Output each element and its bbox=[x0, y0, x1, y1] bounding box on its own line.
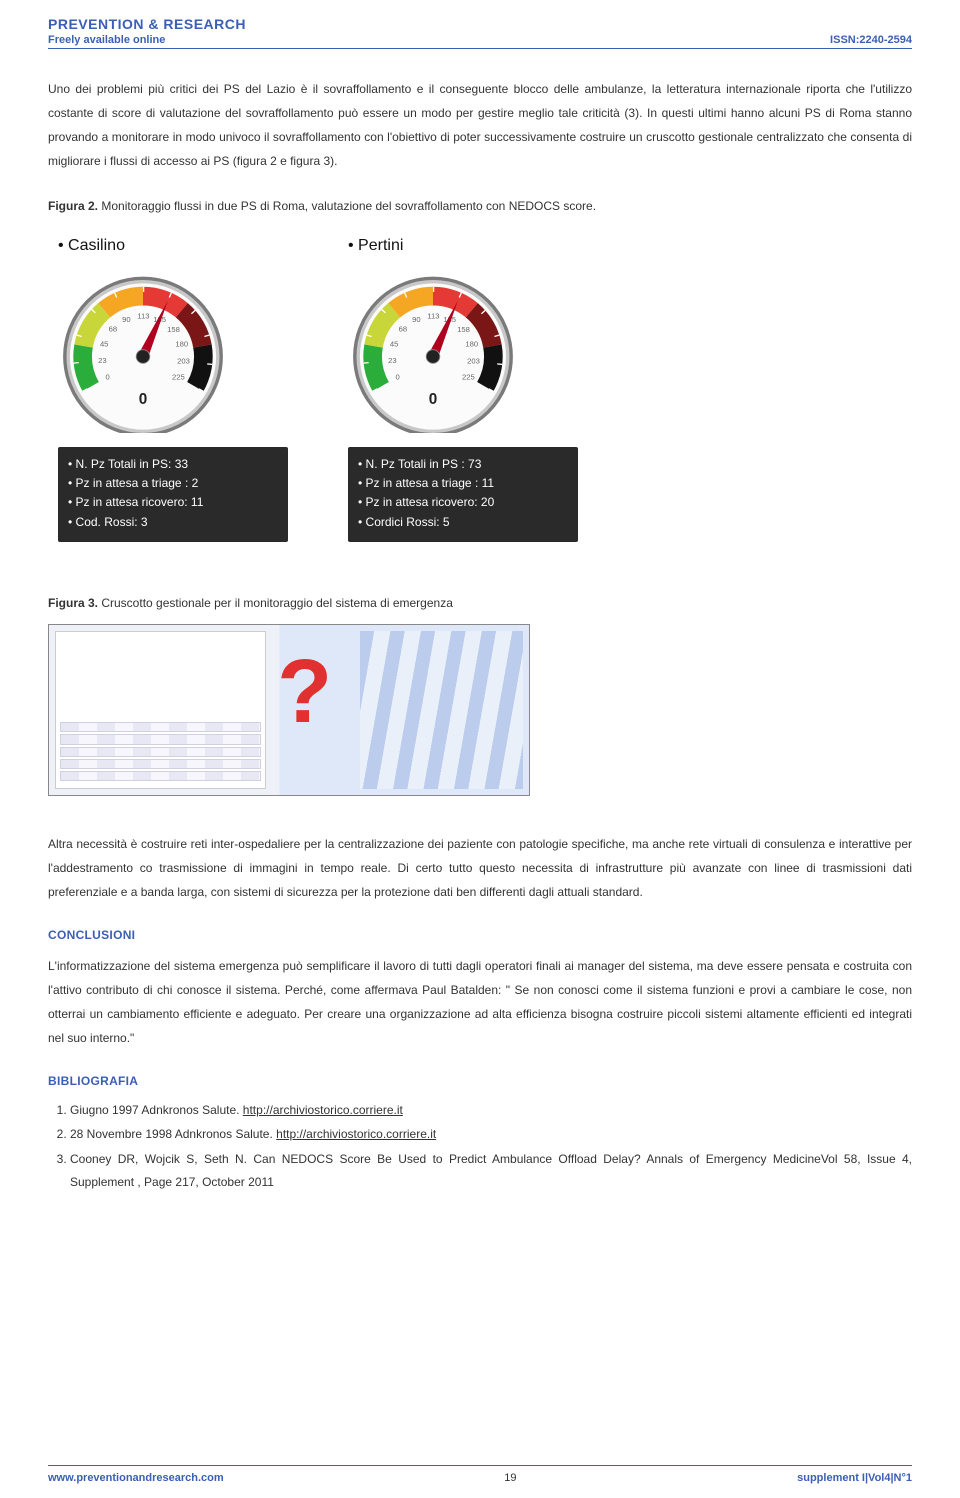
svg-text:180: 180 bbox=[465, 339, 478, 348]
figure2-caption-text: Monitoraggio flussi in due PS di Roma, v… bbox=[98, 199, 596, 213]
gauge-title: Casilino bbox=[58, 237, 288, 255]
svg-text:113: 113 bbox=[427, 311, 439, 320]
biblio-link[interactable]: http://archiviostorico.corriere.it bbox=[276, 1127, 436, 1141]
figure2: Casilino0234568901131351581802032250N. P… bbox=[48, 227, 912, 558]
svg-text:90: 90 bbox=[412, 315, 421, 324]
svg-text:45: 45 bbox=[100, 339, 109, 348]
svg-text:225: 225 bbox=[172, 372, 185, 381]
svg-text:68: 68 bbox=[399, 324, 408, 333]
journal-title: PREVENTION & RESEARCH bbox=[48, 16, 246, 32]
svg-text:0: 0 bbox=[396, 372, 400, 381]
biblio-item: Cooney DR, Wojcik S, Seth N. Can NEDOCS … bbox=[70, 1148, 912, 1194]
bibliografia-section: BIBLIOGRAFIA Giugno 1997 Adnkronos Salut… bbox=[48, 1070, 912, 1194]
svg-text:0: 0 bbox=[106, 372, 110, 381]
biblio-item: 28 Novembre 1998 Adnkronos Salute. http:… bbox=[70, 1123, 912, 1146]
biblio-item: Giugno 1997 Adnkronos Salute. http://arc… bbox=[70, 1099, 912, 1122]
journal-logo: PREVENTION & RESEARCH Freely available o… bbox=[48, 16, 246, 46]
gauge-panel: Pertini0234568901131351581802032250N. Pz… bbox=[348, 237, 578, 542]
biblio-link[interactable]: http://archiviostorico.corriere.it bbox=[243, 1103, 403, 1117]
svg-text:203: 203 bbox=[467, 357, 480, 366]
svg-text:23: 23 bbox=[388, 356, 397, 365]
gauge-stat-line: Pz in attesa ricovero: 11 bbox=[68, 493, 278, 512]
gauge-stat-line: Pz in attesa ricovero: 20 bbox=[358, 493, 568, 512]
gauge-stat-line: N. Pz Totali in PS : 73 bbox=[358, 455, 568, 474]
figure3-background-band bbox=[360, 631, 523, 789]
bibliografia-heading: BIBLIOGRAFIA bbox=[48, 1070, 912, 1093]
page-number: 19 bbox=[504, 1472, 516, 1484]
footer-issue: supplement I|Vol4|N°1 bbox=[797, 1472, 912, 1484]
gauge-stat-line: Cordici Rossi: 5 bbox=[358, 513, 568, 532]
svg-text:23: 23 bbox=[98, 356, 107, 365]
conclusioni-heading: CONCLUSIONI bbox=[48, 928, 912, 942]
figure2-caption: Figura 2. Monitoraggio flussi in due PS … bbox=[48, 197, 912, 215]
gauge: 0234568901131351581802032250 bbox=[348, 263, 518, 433]
figure3-caption-label: Figura 3. bbox=[48, 596, 98, 610]
svg-text:180: 180 bbox=[175, 339, 188, 348]
gauge-stat-line: Cod. Rossi: 3 bbox=[68, 513, 278, 532]
figure3-dashboard-panel bbox=[55, 631, 266, 789]
svg-text:45: 45 bbox=[390, 339, 399, 348]
svg-text:113: 113 bbox=[137, 311, 149, 320]
needs-paragraph: Altra necessità è costruire reti inter-o… bbox=[48, 832, 912, 904]
footer-url: www.preventionandresearch.com bbox=[48, 1472, 224, 1484]
figure3-caption-text: Cruscotto gestionale per il monitoraggio… bbox=[98, 596, 453, 610]
bibliografia-list: Giugno 1997 Adnkronos Salute. http://arc… bbox=[48, 1099, 912, 1194]
gauge-stats: N. Pz Totali in PS: 33Pz in attesa a tri… bbox=[58, 447, 288, 542]
question-mark-icon: ? bbox=[275, 647, 335, 747]
gauge-panel: Casilino0234568901131351581802032250N. P… bbox=[58, 237, 288, 542]
gauge-stat-line: Pz in attesa a triage : 2 bbox=[68, 474, 278, 493]
svg-text:158: 158 bbox=[167, 325, 180, 334]
svg-text:203: 203 bbox=[177, 357, 190, 366]
issn-label: ISSN:2240-2594 bbox=[830, 34, 912, 46]
gauge: 0234568901131351581802032250 bbox=[58, 263, 228, 433]
gauge-stats: N. Pz Totali in PS : 73Pz in attesa a tr… bbox=[348, 447, 578, 542]
figure3: ? bbox=[48, 624, 912, 796]
svg-text:90: 90 bbox=[122, 315, 131, 324]
svg-text:158: 158 bbox=[457, 325, 470, 334]
gauge-stat-line: Pz in attesa a triage : 11 bbox=[358, 474, 568, 493]
intro-paragraph: Uno dei problemi più critici dei PS del … bbox=[48, 77, 912, 173]
gauge-stat-line: N. Pz Totali in PS: 33 bbox=[68, 455, 278, 474]
conclusioni-section: CONCLUSIONI L'informatizzazione del sist… bbox=[48, 928, 912, 1050]
figure2-caption-label: Figura 2. bbox=[48, 199, 98, 213]
journal-subtitle: Freely available online bbox=[48, 34, 246, 46]
svg-text:0: 0 bbox=[429, 391, 438, 408]
figure3-image: ? bbox=[48, 624, 530, 796]
gauge-title: Pertini bbox=[348, 237, 578, 255]
svg-text:225: 225 bbox=[462, 372, 475, 381]
page-header: PREVENTION & RESEARCH Freely available o… bbox=[48, 16, 912, 49]
page-footer: www.preventionandresearch.com 19 supplem… bbox=[48, 1465, 912, 1484]
svg-text:0: 0 bbox=[139, 391, 148, 408]
conclusioni-text: L'informatizzazione del sistema emergenz… bbox=[48, 954, 912, 1050]
svg-text:68: 68 bbox=[109, 324, 118, 333]
figure3-caption: Figura 3. Cruscotto gestionale per il mo… bbox=[48, 594, 912, 612]
